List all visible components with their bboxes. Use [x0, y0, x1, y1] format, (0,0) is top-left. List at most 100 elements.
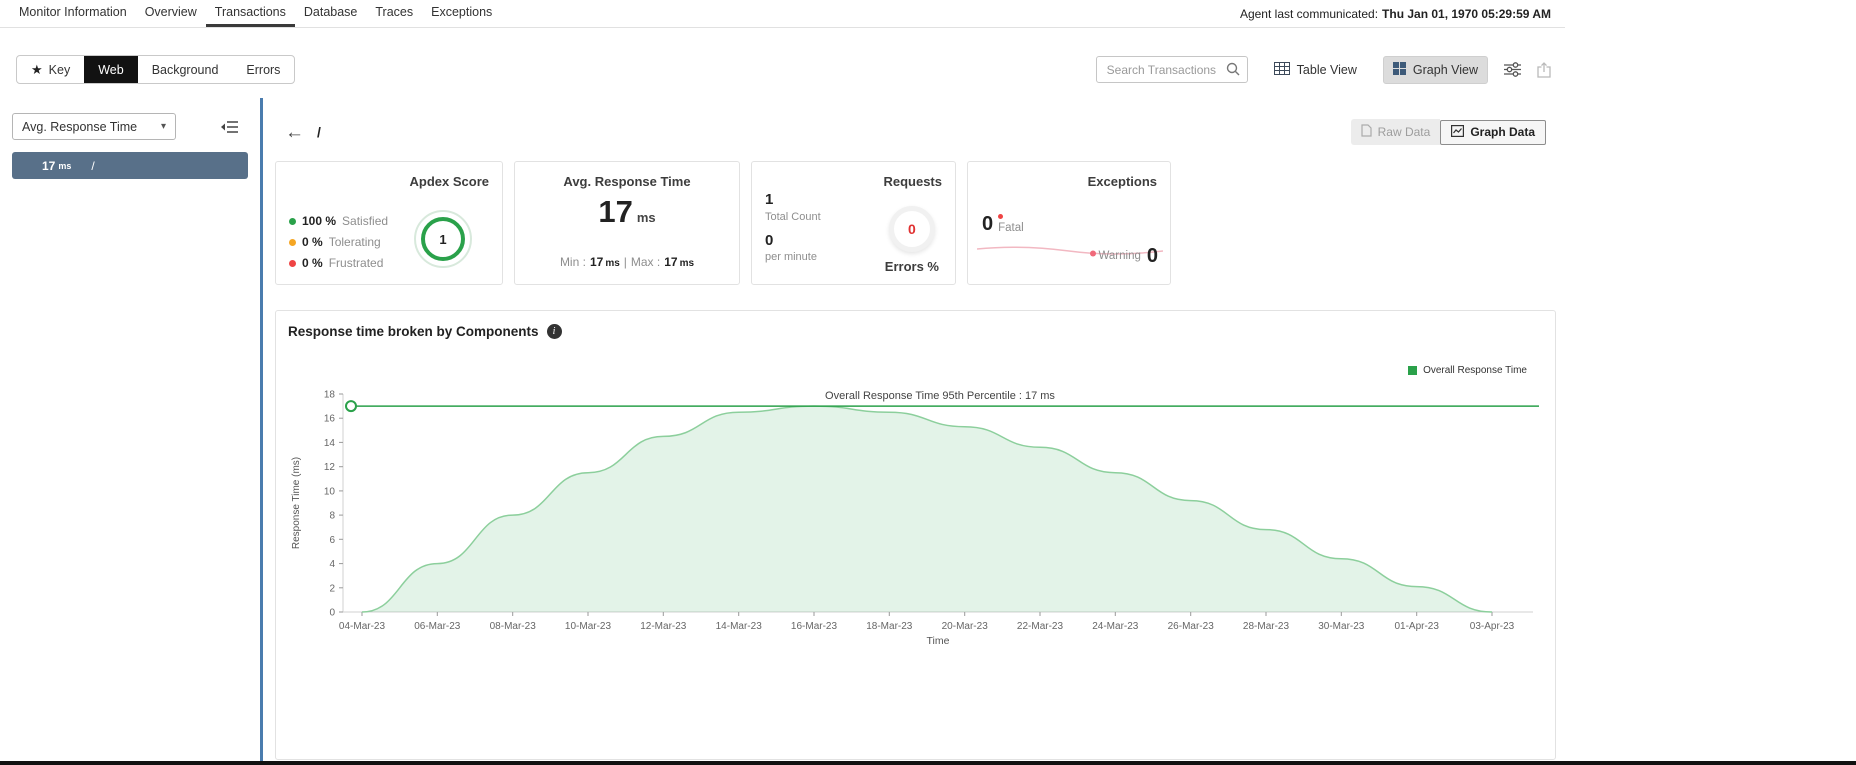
graph-data-button[interactable]: Graph Data	[1440, 119, 1546, 145]
svg-text:24-Mar-23: 24-Mar-23	[1092, 621, 1139, 632]
legend-swatch-icon	[1408, 366, 1418, 375]
tolerating-label: Tolerating	[328, 235, 381, 249]
satisfied-label: Satisfied	[342, 214, 389, 228]
apdex-score-value: 1	[421, 217, 465, 261]
transaction-item-value: 17	[42, 158, 56, 173]
svg-text:04-Mar-23: 04-Mar-23	[339, 621, 386, 632]
tab-database[interactable]: Database	[303, 5, 358, 19]
search-icon[interactable]	[1226, 62, 1240, 81]
search-box	[1095, 56, 1248, 83]
svg-text:14: 14	[324, 438, 336, 449]
apm-transactions-page: Monitor Information Overview Transaction…	[0, 0, 1565, 761]
apdex-gauge: 1	[414, 210, 472, 268]
tab-exceptions[interactable]: Exceptions	[431, 5, 493, 19]
warning-exceptions-group: Warning 0	[1098, 246, 1158, 266]
svg-text:14-Mar-23: 14-Mar-23	[716, 621, 763, 632]
min-value: 17	[589, 255, 604, 269]
tab-overview[interactable]: Overview	[144, 5, 197, 19]
min-max-separator: |	[623, 255, 627, 269]
agent-label: Agent last communicated:	[1239, 6, 1379, 21]
exceptions-card: Exceptions 0 Fatal Warning 0	[967, 161, 1171, 285]
svg-text:08-Mar-23: 08-Mar-23	[490, 621, 537, 632]
svg-text:10: 10	[324, 486, 336, 497]
svg-text:18-Mar-23: 18-Mar-23	[866, 621, 913, 632]
svg-text:0: 0	[329, 608, 335, 619]
per-minute-label: per minute	[765, 251, 817, 263]
segment-key[interactable]: ★ Key	[17, 56, 84, 83]
frustrated-pct: 0 %	[302, 256, 323, 270]
avg-response-time-title: Avg. Response Time	[563, 174, 691, 189]
fatal-label: Fatal	[998, 222, 1024, 234]
warning-value: 0	[1146, 245, 1158, 267]
filter-options-icon[interactable]	[1504, 62, 1521, 77]
fatal-exceptions-group: 0 Fatal	[982, 214, 1024, 234]
total-count-value: 1	[765, 191, 774, 208]
svg-text:01-Apr-23: 01-Apr-23	[1394, 621, 1439, 632]
svg-text:6: 6	[329, 535, 335, 546]
avg-value-unit: ms	[636, 210, 656, 225]
metric-dropdown[interactable]: Avg. Response Time ▾	[12, 113, 176, 140]
svg-text:30-Mar-23: 30-Mar-23	[1318, 621, 1365, 632]
sidebar-metric-row: Avg. Response Time ▾	[12, 113, 248, 140]
graph-data-label: Graph Data	[1470, 125, 1535, 139]
metric-dropdown-value: Avg. Response Time	[22, 119, 138, 134]
agent-last-communicated: Agent last communicated: Thu Jan 01, 197…	[1240, 0, 1551, 27]
transaction-item-name: /	[91, 158, 95, 173]
green-dot-icon	[289, 217, 296, 225]
legend-series-name: Overall Response Time	[1423, 365, 1527, 376]
per-minute-value: 0	[765, 231, 774, 249]
exceptions-card-title: Exceptions	[1087, 174, 1157, 189]
transaction-list-item[interactable]: 17 ms /	[12, 152, 248, 179]
segment-errors[interactable]: Errors	[232, 56, 294, 83]
search-input[interactable]	[1095, 56, 1248, 83]
tab-monitor-information[interactable]: Monitor Information	[19, 5, 127, 19]
window-bottom-bar	[0, 761, 1856, 765]
chart-legend-item[interactable]: Overall Response Time	[286, 365, 1527, 376]
transaction-item-unit: ms	[58, 160, 72, 171]
fatal-value: 0	[982, 213, 994, 235]
raw-data-label: Raw Data	[1377, 125, 1431, 139]
min-label: Min :	[559, 255, 586, 269]
back-arrow-icon[interactable]: ←	[285, 121, 304, 143]
svg-text:03-Apr-23: 03-Apr-23	[1470, 621, 1515, 632]
svg-text:28-Mar-23: 28-Mar-23	[1243, 621, 1290, 632]
svg-text:Overall Response Time 95th Per: Overall Response Time 95th Percentile : …	[825, 390, 1055, 402]
chart-title: Response time broken by Components	[288, 324, 539, 339]
collapse-list-icon[interactable]	[220, 120, 238, 134]
requests-card-title: Requests	[883, 174, 942, 189]
segment-background[interactable]: Background	[138, 56, 233, 83]
avg-response-time-value: 17 ms	[515, 196, 739, 227]
table-view-icon	[1273, 61, 1290, 78]
info-icon[interactable]: i	[546, 324, 562, 339]
table-view-button[interactable]: Table View	[1264, 56, 1367, 84]
chevron-down-icon: ▾	[160, 121, 166, 132]
segment-web[interactable]: Web	[84, 56, 138, 83]
tolerating-pct: 0 %	[302, 235, 323, 249]
toolbar-right-cluster: Table View Graph View	[1095, 55, 1551, 84]
segment-key-label: Key	[48, 62, 71, 77]
svg-text:Response Time (ms): Response Time (ms)	[291, 457, 302, 549]
svg-text:2: 2	[329, 583, 335, 594]
svg-text:4: 4	[329, 559, 335, 570]
tab-traces[interactable]: Traces	[375, 5, 414, 19]
apdex-legend-frustrated: 0 % Frustrated	[289, 256, 388, 270]
transactions-sidebar: Avg. Response Time ▾ 17 ms /	[0, 98, 260, 761]
top-nav: Monitor Information Overview Transaction…	[0, 0, 1565, 28]
metric-cards-row: Apdex Score 100 % Satisfied 0 % Tolerati…	[275, 161, 1556, 285]
satisfied-pct: 100 %	[302, 214, 337, 228]
table-view-label: Table View	[1296, 62, 1357, 77]
svg-text:Time: Time	[927, 635, 950, 647]
transaction-detail-header: ← / Raw Data Graph Data	[275, 119, 1556, 145]
requests-card: Requests 1 Total Count 0 per minute 0 Er…	[751, 161, 956, 285]
max-unit: ms	[679, 258, 695, 269]
errors-gauge: 0	[888, 206, 935, 252]
graph-view-button[interactable]: Graph View	[1382, 55, 1488, 84]
tab-transactions[interactable]: Transactions	[205, 0, 295, 27]
data-view-toggle: Raw Data Graph Data	[1350, 119, 1546, 145]
export-share-icon[interactable]	[1537, 61, 1551, 78]
frustrated-label: Frustrated	[328, 256, 384, 270]
orange-dot-icon	[289, 238, 296, 246]
avg-value-number: 17	[598, 194, 633, 229]
content-area: Avg. Response Time ▾ 17 ms / ← /	[0, 98, 1565, 761]
raw-data-button[interactable]: Raw Data	[1350, 119, 1441, 145]
